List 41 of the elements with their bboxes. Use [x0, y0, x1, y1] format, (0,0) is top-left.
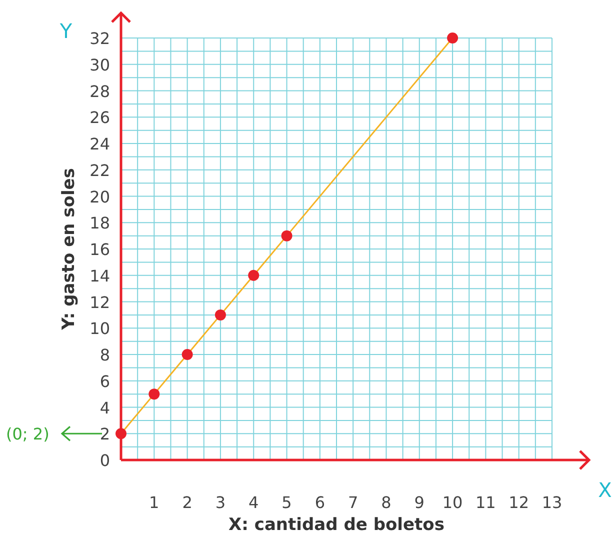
y-tick-label: 6: [100, 372, 110, 391]
y-tick-label: 28: [90, 82, 110, 101]
x-tick-label: 6: [314, 493, 326, 512]
x-tick-label: 3: [215, 493, 226, 512]
x-tick-label: 10: [442, 493, 463, 512]
text: (0; 2): [6, 424, 50, 444]
text: X: [598, 478, 612, 502]
x-tick-label: 5: [282, 493, 292, 512]
y-tick-label: 10: [90, 319, 110, 338]
y-tick-label: 30: [90, 55, 110, 74]
x-tick-label: 9: [414, 493, 424, 512]
y-tick-label: 18: [90, 214, 110, 233]
point: [182, 349, 193, 360]
x-axis-title: X: cantidad de boletos: [228, 515, 444, 535]
x-tick-label: 2: [182, 493, 192, 512]
y-tick-label: 26: [90, 108, 110, 128]
y-axis-title: Y: gasto en soles: [59, 168, 79, 331]
y-tick-label: 20: [90, 187, 110, 206]
y-tick-label: 2: [100, 424, 110, 444]
point: [281, 230, 292, 242]
y-tick-label: 0: [100, 451, 110, 470]
x-tick-label: 11: [476, 493, 496, 512]
point: [447, 32, 458, 44]
x-tick-label: 8: [381, 493, 392, 512]
y-tick-label: 14: [90, 266, 110, 286]
point: [214, 309, 226, 320]
y-tick-label: 4: [100, 398, 110, 418]
y-tick-label: 22: [90, 160, 110, 180]
text: Y: [58, 19, 73, 43]
y-tick-label: 24: [90, 134, 110, 154]
y-tick-label: 8: [100, 346, 110, 364]
y-tick-label: 32: [90, 29, 110, 48]
x-tick-label: 4: [248, 493, 259, 512]
x-tick-label: 7: [348, 493, 358, 512]
x-tick-label: 12: [508, 493, 530, 512]
x-tick-label: 1: [149, 493, 160, 512]
y-tick-label: 12: [90, 292, 110, 312]
point: [248, 270, 260, 281]
point: [148, 388, 160, 400]
y-tick-label: 16: [90, 240, 110, 259]
x-tick-label: 13: [542, 493, 562, 512]
